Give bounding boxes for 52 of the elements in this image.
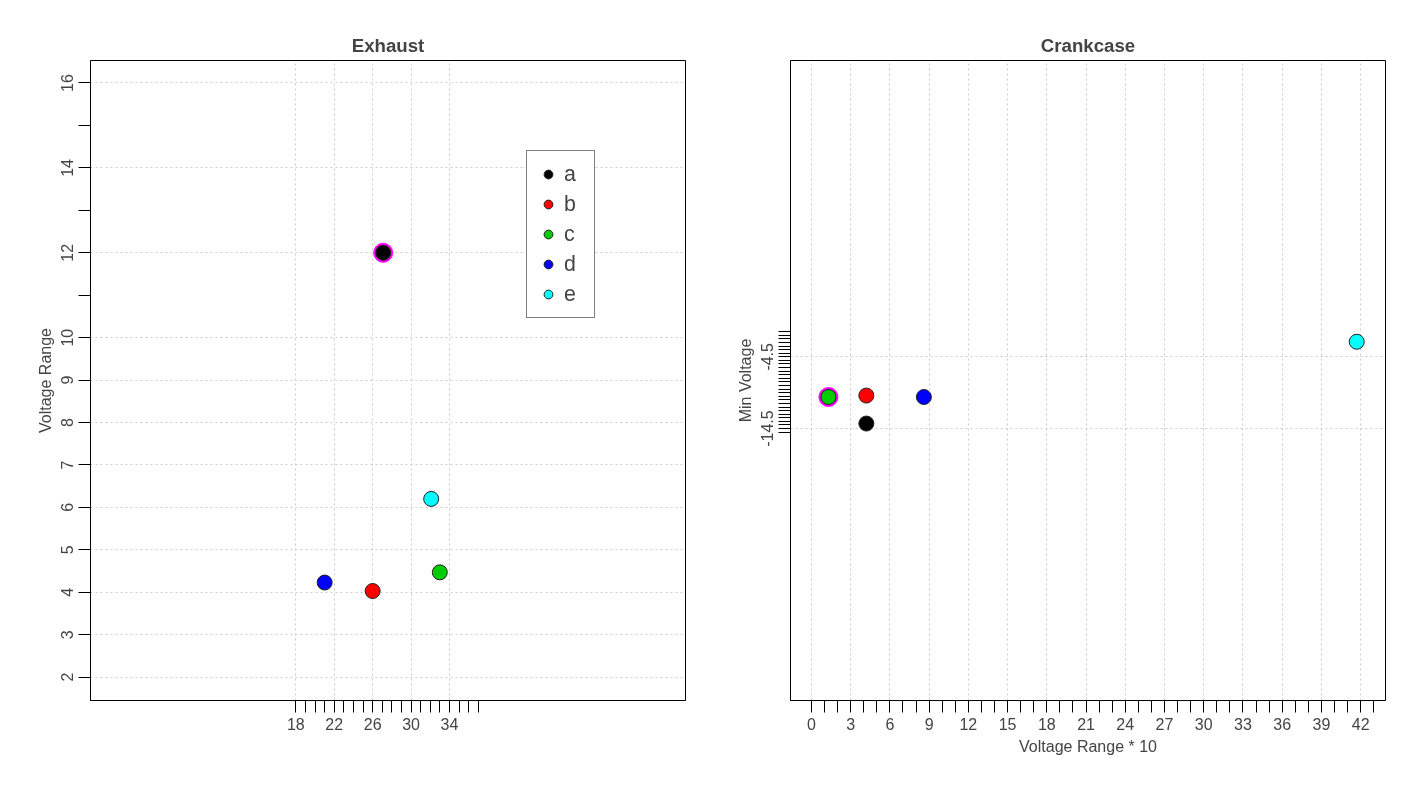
y-tick-label: 14 — [59, 158, 77, 177]
point — [431, 564, 448, 581]
y-tick-label: 4 — [59, 587, 77, 597]
y-tick-label: -4.5 — [759, 342, 777, 371]
y-tick-label: 10 — [59, 328, 77, 347]
point — [316, 574, 333, 591]
x-tick-label: 30 — [402, 715, 421, 733]
x-tick-label: 42 — [1351, 715, 1370, 733]
x-tick-label: 22 — [325, 715, 344, 733]
legend-label: a — [564, 161, 577, 187]
point — [423, 490, 440, 507]
x-tick-label: 15 — [998, 715, 1017, 733]
y-tick-label: 7 — [59, 460, 77, 470]
point — [364, 583, 381, 599]
y-tick-label: 16 — [59, 73, 77, 92]
y-tick-label: 5 — [59, 545, 77, 555]
x-tick-label: 24 — [1116, 715, 1135, 733]
y-tick-label: -14.5 — [759, 410, 777, 447]
y-tick-label: 12 — [59, 243, 77, 262]
x-tick-label: 26 — [363, 715, 382, 733]
x-tick-label: 18 — [1037, 715, 1056, 733]
x-tick-label: 34 — [440, 715, 459, 733]
y-tick-label: 6 — [59, 502, 77, 512]
y-tick-label: 9 — [59, 375, 77, 385]
point — [858, 415, 875, 432]
y-axis-title: Min Voltage — [736, 338, 754, 423]
y-tick-label: 8 — [59, 417, 77, 427]
x-tick-label: 21 — [1077, 715, 1096, 733]
x-tick-label: 18 — [286, 715, 305, 733]
x-tick-label: 12 — [959, 715, 978, 733]
legend-label: c — [564, 221, 576, 247]
x-tick-label: 33 — [1234, 715, 1252, 733]
x-tick-label: 30 — [1194, 715, 1213, 733]
x-tick-label: 39 — [1312, 715, 1331, 733]
legend-label: d — [564, 251, 577, 277]
legend-label: b — [564, 191, 577, 217]
y-tick-label: 2 — [59, 672, 77, 682]
x-axis-title: Voltage Range * 10 — [1019, 737, 1158, 755]
x-tick-label: 9 — [924, 715, 934, 733]
y-tick-label: 3 — [59, 630, 77, 640]
x-tick-label: 6 — [885, 715, 895, 733]
x-tick-label: 27 — [1155, 715, 1174, 733]
chart-title: Exhaust — [351, 34, 425, 56]
point — [915, 389, 932, 405]
x-tick-label: 36 — [1273, 715, 1292, 733]
chart-title: Crankcase — [1040, 34, 1136, 56]
x-tick-label: 0 — [806, 715, 816, 733]
point — [858, 387, 875, 404]
point — [1348, 333, 1365, 350]
legend-label: e — [564, 281, 577, 307]
x-tick-label: 3 — [846, 715, 856, 733]
y-axis-title: Voltage Range — [36, 327, 54, 433]
